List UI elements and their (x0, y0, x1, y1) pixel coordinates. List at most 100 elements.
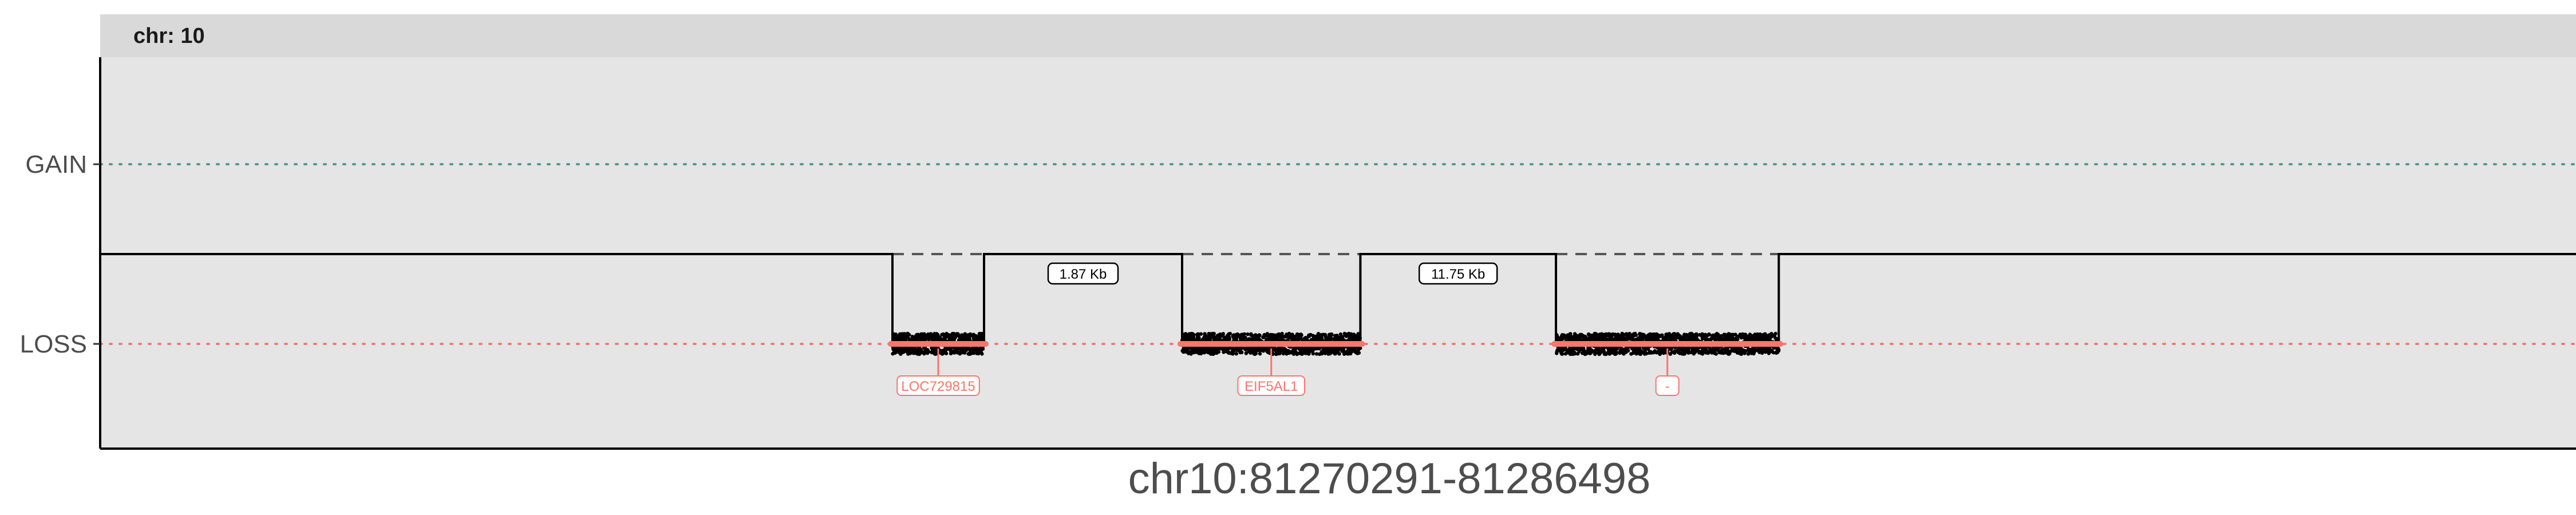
probe-point (1710, 336, 1714, 340)
probe-point (942, 335, 947, 339)
probe-point (1325, 350, 1329, 354)
probe-point (1275, 333, 1279, 337)
probe-point (1725, 348, 1730, 352)
probe-point (1234, 352, 1238, 356)
probe-point (1560, 334, 1564, 338)
probe-point (1583, 349, 1587, 354)
probe-point (1620, 331, 1624, 336)
probe-point (1744, 334, 1748, 338)
probe-point (979, 335, 983, 339)
probe-point (1713, 351, 1717, 355)
probe-point (1748, 349, 1753, 353)
probe-point (1593, 335, 1597, 339)
probe-point (896, 336, 900, 340)
probe-point (1342, 352, 1346, 356)
probe-point (1290, 350, 1294, 354)
probe-point (1625, 332, 1629, 337)
probe-point (1644, 351, 1649, 356)
probe-point (1701, 352, 1705, 356)
probe-point (1211, 352, 1215, 356)
probe-point (1218, 335, 1222, 339)
probe-point (1615, 334, 1619, 338)
probe-point (1199, 332, 1203, 336)
probe-point (1219, 347, 1224, 351)
probe-point (1692, 350, 1696, 354)
gain-tick-label: GAIN (25, 150, 87, 179)
gene-annotations: LOC729815 EIF5AL1 - (888, 341, 1784, 396)
probe-point (1744, 349, 1748, 353)
probe-point (1323, 347, 1327, 351)
probe-point (1277, 349, 1282, 353)
probe-point (1644, 338, 1648, 342)
probe-point (1356, 351, 1360, 355)
probe-point (1353, 334, 1357, 338)
probe-point (963, 347, 967, 351)
probe-point (1181, 350, 1186, 354)
probe-point (1192, 336, 1196, 340)
probe-point (1200, 347, 1205, 351)
probe-point (1654, 337, 1658, 341)
probe-point (1670, 350, 1674, 354)
probe-point (1702, 347, 1706, 351)
probe-point (1652, 350, 1656, 354)
probe-point (1183, 333, 1187, 337)
probe-point (1593, 350, 1597, 354)
probe-point (930, 350, 934, 355)
probe-point (1258, 352, 1262, 356)
gene-label-box (896, 375, 980, 396)
probe-point (1622, 347, 1626, 351)
probe-point (1606, 351, 1610, 355)
probe-point (1686, 350, 1691, 354)
loss-tick-label: LOSS (20, 330, 87, 358)
probe-point (1282, 335, 1286, 339)
probe-point (897, 347, 902, 351)
probe-point (1696, 348, 1700, 353)
probe-point (968, 350, 973, 354)
gene-label-box (1655, 375, 1680, 396)
probe-point (1751, 349, 1756, 353)
probe-point (1302, 336, 1307, 340)
probe-point (968, 332, 973, 336)
probe-point (907, 332, 911, 337)
probe-point (904, 335, 908, 339)
probe-point (1759, 348, 1763, 352)
probe-point (1560, 352, 1564, 356)
probe-point (1327, 338, 1332, 342)
probe-point (1667, 332, 1672, 336)
probe-point (1604, 332, 1609, 336)
probe-point (891, 335, 895, 340)
probe-point (976, 351, 980, 355)
probe-point (909, 351, 913, 355)
probe-point (1272, 348, 1277, 352)
gap-label-box (1419, 262, 1498, 285)
probe-point (1753, 338, 1757, 342)
probe-point (1691, 332, 1695, 337)
probe-point (1327, 332, 1332, 337)
probe-point (1612, 348, 1617, 352)
probe-point (912, 350, 916, 354)
probe-point (1216, 347, 1220, 351)
probe-point (1735, 338, 1739, 342)
probe-point (1332, 338, 1337, 342)
probe-point (1623, 350, 1627, 354)
probe-point (1311, 337, 1316, 342)
probe-point (1300, 352, 1304, 356)
probe-point (963, 332, 967, 336)
probe-point (1729, 332, 1733, 337)
probe-point (1733, 332, 1737, 336)
probe-point (1307, 333, 1311, 338)
probe-point (924, 336, 928, 340)
facet-strip-label: chr: 10 (133, 24, 205, 48)
probe-point (1195, 332, 1199, 336)
probe-point (1583, 352, 1587, 356)
probe-point (1678, 338, 1682, 342)
probe-point (1737, 351, 1741, 355)
probe-point (1297, 332, 1301, 337)
probe-point (1676, 350, 1681, 354)
probe-point (1341, 335, 1345, 339)
probe-point (1274, 351, 1278, 355)
probe-point (1634, 352, 1638, 356)
probe-point (1272, 335, 1276, 340)
probe-point (958, 352, 962, 356)
probe-point (1249, 333, 1253, 337)
